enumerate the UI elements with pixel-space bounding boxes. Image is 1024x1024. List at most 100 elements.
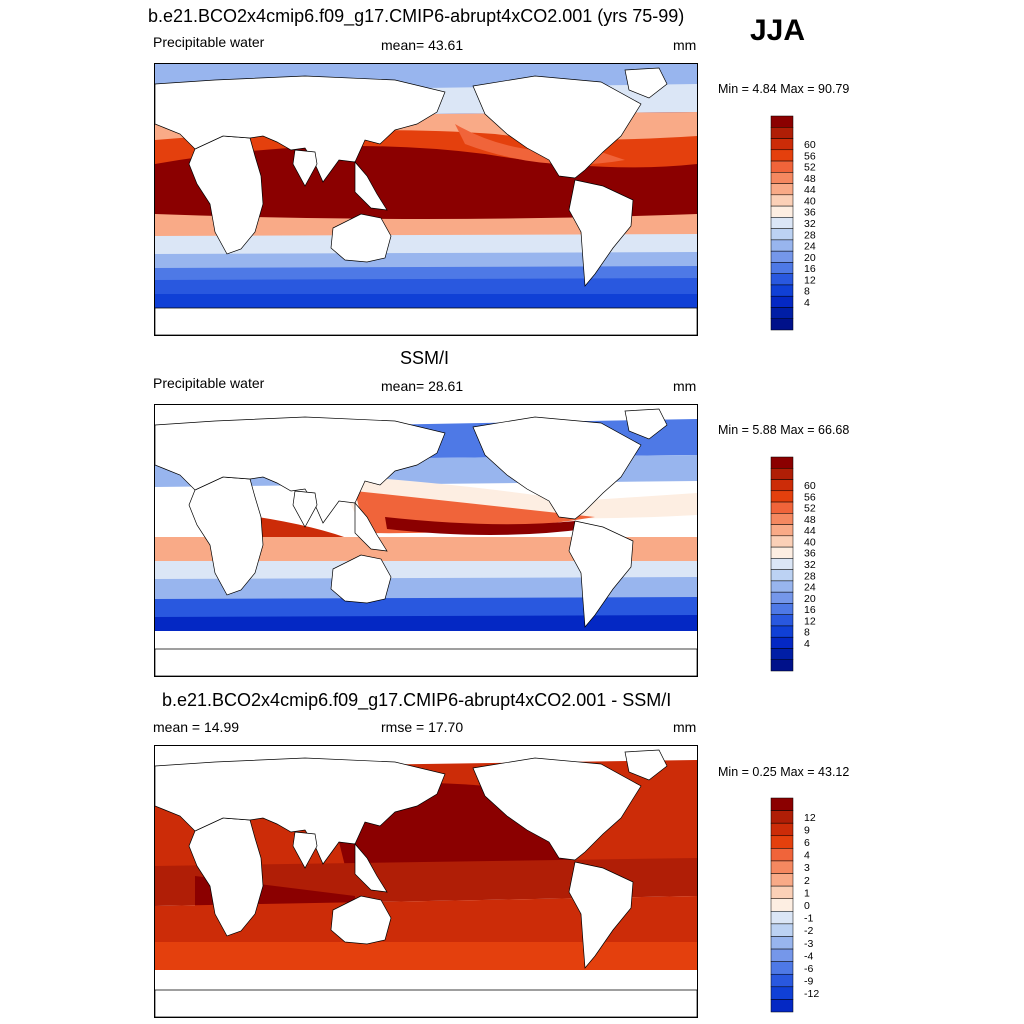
colorbar-swatch [770,217,794,229]
colorbar-swatch [770,873,794,887]
panel-2-colorbar: 60 56 52 48 44 40 36 32 28 24 20 16 12 8 4 [770,456,831,672]
colorbar-tick-label: -1 [804,913,813,925]
colorbar-swatch [770,468,794,480]
colorbar-tick-label: 52 [804,503,816,515]
colorbar-swatch [770,961,794,975]
colorbar-swatch [770,569,794,582]
colorbar-tick-label: 40 [804,195,816,207]
panel-1-left-label: Precipitable water [153,34,265,50]
land-greenland [624,408,668,440]
colorbar-tick-label: 56 [804,491,816,503]
land-eurasia [155,75,446,183]
colorbar-swatch [770,194,794,207]
panel-3-colorbar: 12 9 6 4 3 2 1 0 -1 -2 -3 -4 -6 -9 -12 [770,797,831,1013]
colorbar-tick-label: 48 [804,173,816,185]
colorbar-swatch [770,205,794,218]
colorbar-swatch [770,149,794,162]
colorbar-tick-label: 48 [804,514,816,526]
panel-1-center-label: mean= 43.61 [381,37,464,53]
colorbar-swatch [770,625,794,638]
colorbar-swatch [770,535,794,548]
land-antarctica [155,648,697,676]
colorbar-swatch [770,580,794,593]
colorbar-swatch [770,490,794,503]
colorbar-tick-label: 20 [804,593,816,605]
colorbar-tick-label: 12 [804,274,816,286]
colorbar-tick-label: 2 [804,875,810,887]
panel-1-units: mm [673,37,697,53]
land-greenland [624,749,668,781]
land-greenland [624,67,668,99]
panel-3-center-label: rmse = 17.70 [381,719,464,735]
panel-1-minmax: Min = 4.84 Max = 90.79 [718,82,850,96]
colorbar-tick-label: 6 [804,837,810,849]
panel-2-map [154,404,698,677]
land-eurasia [155,416,446,524]
colorbar-tick-label: 16 [804,604,816,616]
colorbar-swatch [770,239,794,252]
colorbar-swatch [770,138,794,151]
colorbar-tick-label: 60 [804,480,816,492]
colorbar-swatch [770,648,794,660]
colorbar-swatch [770,513,794,525]
colorbar-tick-label: 28 [804,229,816,241]
land-india [292,490,318,528]
colorbar-swatch [770,479,794,492]
land-antarctica [155,307,697,335]
colorbar-swatch [770,810,794,824]
colorbar-tick-label: 4 [804,297,810,309]
panel-1-colorbar: 60 56 52 48 44 40 36 32 28 24 20 16 12 8 4 [770,115,831,331]
colorbar-swatch [770,860,794,874]
colorbar-swatch [770,835,794,849]
colorbar-tick-label: 12 [804,812,816,824]
land-southamerica [568,179,634,287]
land-africa [188,817,264,937]
colorbar-swatch [770,948,794,962]
land-antarctica [155,989,697,1017]
colorbar-tick-label: 56 [804,150,816,162]
panel-2-units: mm [673,378,697,394]
land-seasia [354,502,388,552]
colorbar-swatch [770,273,794,286]
colorbar-swatch [770,822,794,837]
colorbar-swatch [770,295,794,308]
colorbar-swatch [770,307,794,319]
colorbar-tick-label: 24 [804,241,816,253]
colorbar-swatch [770,603,794,615]
colorbar-swatch [770,911,794,925]
colorbar-swatch [770,546,794,559]
colorbar-swatch [770,127,794,139]
colorbar-swatch [770,614,794,627]
panel-3-left-label: mean = 14.99 [153,719,240,735]
land-southamerica [568,520,634,628]
colorbar-tick-label: 32 [804,218,816,230]
panel-2-left-label: Precipitable water [153,375,265,391]
colorbar-swatch [770,262,794,274]
colorbar-swatch [770,591,794,604]
colorbar-tick-label: 3 [804,862,810,874]
colorbar-swatch [770,501,794,514]
colorbar-tick-label: 40 [804,536,816,548]
colorbar-tick-label: 4 [804,638,810,650]
colorbar-tick-label: 8 [804,286,810,298]
land-africa [188,135,264,255]
colorbar-tick-label: -2 [804,925,813,937]
land-northamerica [472,416,642,520]
colorbar-tick-label: 36 [804,207,816,219]
land-seasia [354,161,388,211]
land-india [292,149,318,187]
colorbar-tick-label: -6 [804,963,813,975]
colorbar-tick-label: 28 [804,570,816,582]
colorbar-swatch [770,797,794,811]
land-northamerica [472,75,642,179]
colorbar-swatch [770,936,794,950]
colorbar-swatch [770,986,794,1000]
panel-2-title: SSM/I [400,348,450,368]
colorbar-tick-label: -9 [804,976,813,988]
panel-3-title: b.e21.BCO2x4cmip6.f09_g17.CMIP6-abrupt4x… [162,690,672,710]
colorbar-swatch [770,885,794,899]
colorbar-tick-label: -12 [804,988,819,1000]
colorbar-swatch [770,160,794,173]
colorbar-swatch [770,524,794,537]
colorbar-tick-label: 4 [804,850,810,862]
